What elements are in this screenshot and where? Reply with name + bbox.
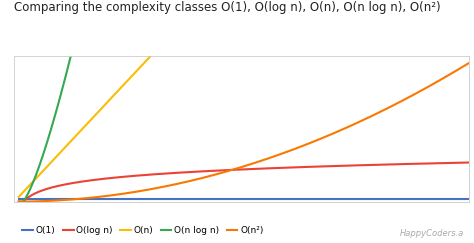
Text: Comparing the complexity classes O(1), O(log n), O(n), O(n log n), O(n²): Comparing the complexity classes O(1), O… [14, 1, 441, 14]
Text: HappyCoders.a: HappyCoders.a [400, 229, 465, 238]
Legend: O(1), O(log n), O(n), O(n log n), O(n²): O(1), O(log n), O(n), O(n log n), O(n²) [19, 222, 267, 238]
